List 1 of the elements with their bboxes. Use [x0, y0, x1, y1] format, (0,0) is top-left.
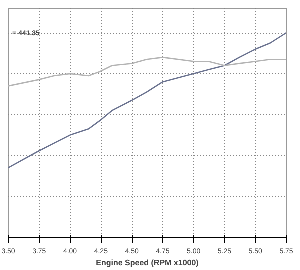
- x-axis-title: Engine Speed (RPM x1000): [96, 258, 200, 268]
